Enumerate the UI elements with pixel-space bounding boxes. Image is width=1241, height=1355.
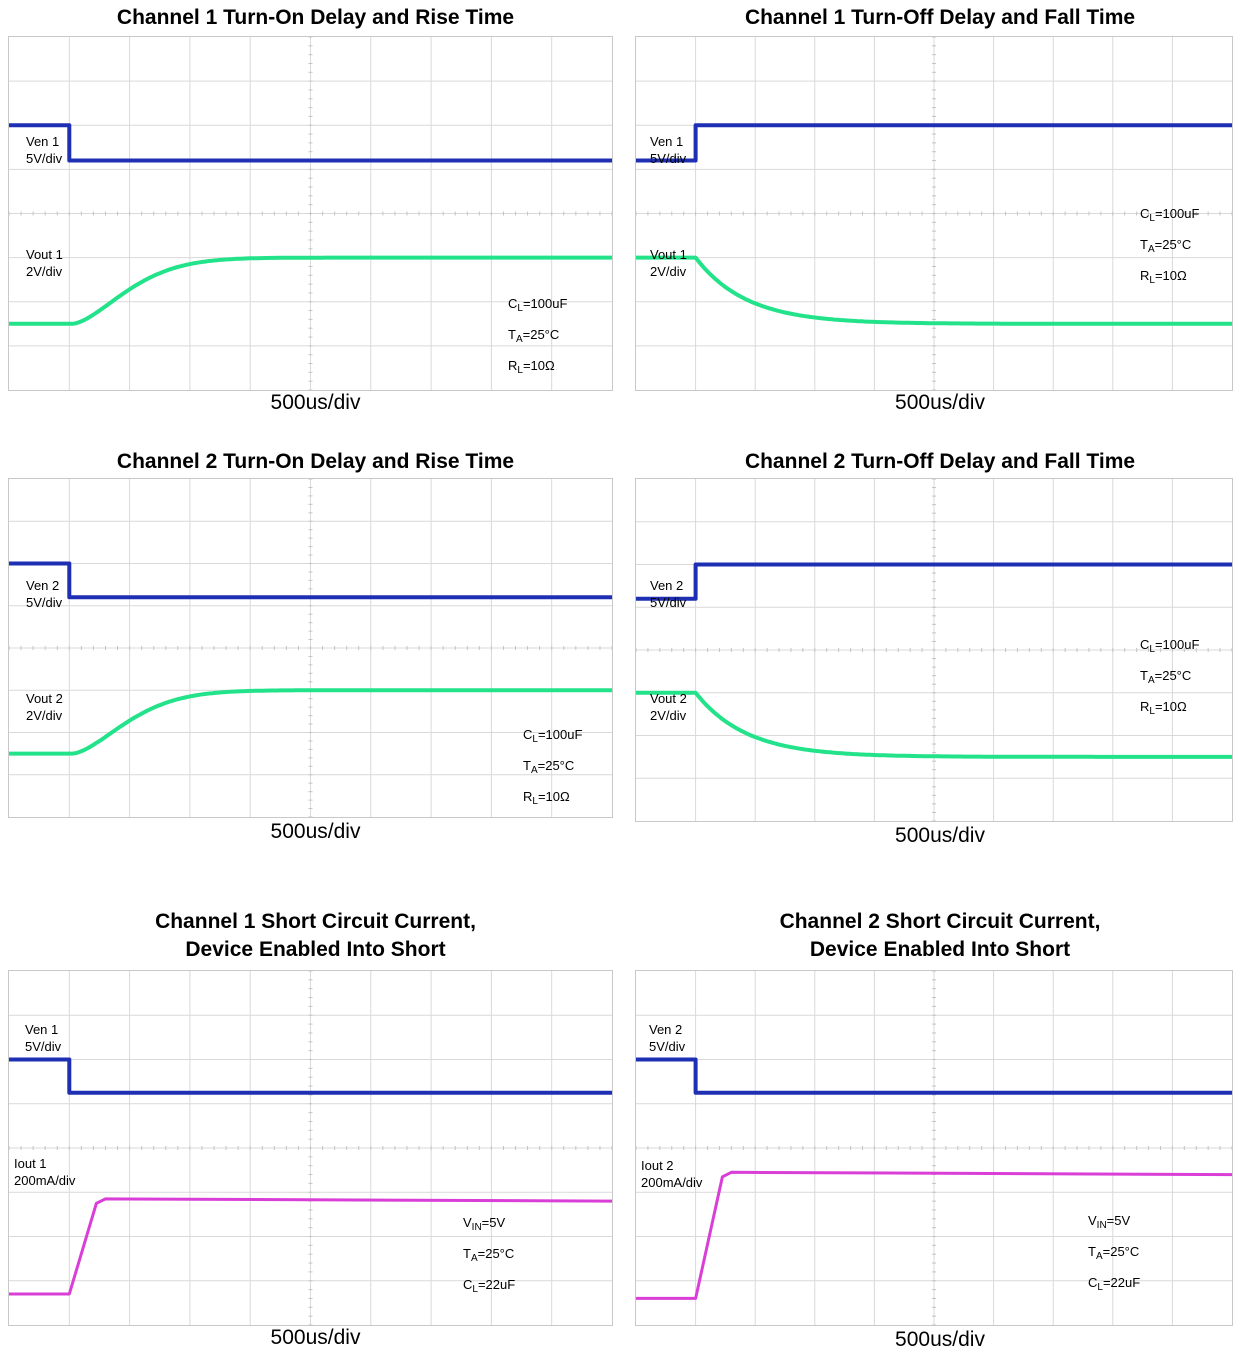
center-ticks (635, 478, 1233, 822)
condition-line: RL=10Ω (1140, 268, 1187, 286)
output-trace-label: Vout 2 2V/div (26, 691, 63, 723)
enable-trace-label: Ven 2 5V/div (649, 1022, 686, 1054)
panel-title: Channel 2 Short Circuit Current, Device … (779, 910, 1101, 961)
panel-title: Channel 1 Turn-Off Delay and Fall Time (744, 6, 1136, 29)
time-base-label: 500us/div (270, 820, 361, 843)
output-trace-label: Vout 2 2V/div (650, 691, 687, 723)
time-base-label: 500us/div (895, 1328, 985, 1351)
panel-ch1-turn-off: Channel 1 Turn-Off Delay and Fall Time V… (635, 4, 1233, 418)
condition-line: RL=10Ω (523, 789, 570, 807)
scope-screen (635, 970, 1233, 1326)
panel-ch1-turn-on: Channel 1 Turn-On Delay and Rise Time Ve… (8, 4, 613, 418)
test-conditions: CL=100uF TA=25°C RL=10Ω (508, 291, 567, 384)
condition-line: CL=100uF (1140, 206, 1200, 224)
enable-trace (636, 1057, 1232, 1095)
current-trace (9, 1197, 613, 1296)
condition-line: CL=100uF (508, 296, 568, 314)
current-trace-label: Iout 2 200mA/div (641, 1158, 703, 1190)
center-ticks (635, 36, 1233, 391)
condition-line: TA=25°C (523, 758, 575, 776)
condition-line: CL=100uF (523, 727, 583, 745)
output-trace (9, 688, 612, 756)
scope-screen (635, 36, 1233, 391)
output-trace (9, 255, 612, 326)
test-conditions: VIN=5V TA=25°C CL=22uF (1088, 1208, 1140, 1301)
condition-line: CL=22uF (1088, 1275, 1141, 1293)
current-trace (636, 1170, 1233, 1300)
scope-screen (8, 970, 613, 1326)
scope-plot (8, 970, 613, 1326)
enable-trace-label: Ven 2 5V/div (650, 578, 687, 610)
panel-title: Channel 2 Turn-On Delay and Rise Time (116, 450, 515, 473)
panel-ch2-short-circuit: Channel 2 Short Circuit Current, Device … (635, 908, 1233, 1351)
scope-plot (8, 478, 613, 818)
enable-trace (9, 123, 612, 163)
condition-line: RL=10Ω (1140, 699, 1187, 717)
test-conditions: CL=100uF TA=25°C RL=10Ω (523, 722, 582, 815)
scope-plot (635, 970, 1233, 1326)
enable-trace-label: Ven 2 5V/div (26, 578, 63, 610)
condition-line: TA=25°C (463, 1246, 515, 1264)
condition-line: TA=25°C (1140, 237, 1192, 255)
scope-screen (8, 36, 613, 391)
scope-plot (635, 36, 1233, 391)
time-base-label: 500us/div (895, 824, 985, 847)
enable-trace (9, 561, 612, 600)
time-base-label: 500us/div (270, 1326, 361, 1349)
output-trace-label: Vout 1 2V/div (650, 247, 687, 279)
output-trace (636, 255, 1232, 326)
center-ticks (8, 970, 613, 1326)
panel-ch2-turn-off: Channel 2 Turn-Off Delay and Fall Time V… (635, 448, 1233, 862)
enable-trace (636, 123, 1232, 163)
output-trace-label: Vout 1 2V/div (26, 247, 63, 279)
center-ticks (635, 970, 1233, 1326)
center-ticks (8, 36, 613, 391)
output-trace (636, 690, 1232, 759)
test-conditions: CL=100uF TA=25°C RL=10Ω (1140, 632, 1199, 725)
panel-title: Channel 2 Turn-Off Delay and Fall Time (744, 450, 1136, 473)
condition-line: TA=25°C (1140, 668, 1192, 686)
time-base-label: 500us/div (895, 391, 985, 414)
panel-ch1-short-circuit: Channel 1 Short Circuit Current, Device … (8, 908, 613, 1349)
condition-line: VIN=5V (463, 1215, 506, 1233)
scope-screen (635, 478, 1233, 822)
current-trace-label: Iout 1 200mA/div (14, 1156, 76, 1188)
condition-line: CL=100uF (1140, 637, 1200, 655)
enable-trace (9, 1057, 612, 1095)
condition-line: RL=10Ω (508, 358, 555, 376)
enable-trace (636, 562, 1232, 601)
condition-line: TA=25°C (508, 327, 560, 345)
test-conditions: CL=100uF TA=25°C RL=10Ω (1140, 201, 1199, 294)
enable-trace-label: Ven 1 5V/div (25, 1022, 62, 1054)
enable-trace-label: Ven 1 5V/div (650, 134, 687, 166)
condition-line: VIN=5V (1088, 1213, 1131, 1231)
panel-title: Channel 1 Short Circuit Current, Device … (155, 910, 476, 961)
panel-ch2-turn-on: Channel 2 Turn-On Delay and Rise Time Ve… (8, 448, 613, 862)
scope-plot (635, 478, 1233, 822)
condition-line: TA=25°C (1088, 1244, 1140, 1262)
scope-plot (8, 36, 613, 391)
center-ticks (8, 478, 613, 818)
test-conditions: VIN=5V TA=25°C CL=22uF (463, 1210, 515, 1303)
scope-screen (8, 478, 613, 818)
condition-line: CL=22uF (463, 1277, 516, 1295)
enable-trace-label: Ven 1 5V/div (26, 134, 63, 166)
time-base-label: 500us/div (270, 391, 361, 414)
panel-title: Channel 1 Turn-On Delay and Rise Time (116, 6, 515, 29)
